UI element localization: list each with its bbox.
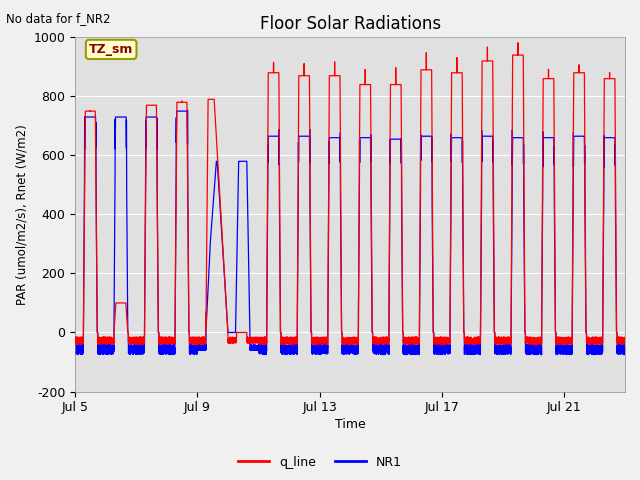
- q_line: [511, 52, 518, 58]
- NR1: [621, 350, 629, 356]
- Line: q_line: q_line: [75, 43, 625, 344]
- q_line: [514, 40, 522, 46]
- NR1: [511, 135, 518, 141]
- q_line: [621, 336, 629, 342]
- NR1: [589, 352, 597, 358]
- Text: No data for f_NR2: No data for f_NR2: [6, 12, 111, 25]
- q_line: [71, 337, 79, 343]
- q_line: [484, 58, 492, 64]
- q_line: [308, 341, 316, 347]
- NR1: [287, 351, 295, 357]
- Line: NR1: NR1: [75, 110, 625, 355]
- q_line: [505, 337, 513, 343]
- q_line: [303, 73, 310, 79]
- Text: TZ_sm: TZ_sm: [89, 43, 133, 56]
- X-axis label: Time: Time: [335, 419, 365, 432]
- Y-axis label: PAR (umol/m2/s), Rnet (W/m2): PAR (umol/m2/s), Rnet (W/m2): [15, 124, 28, 305]
- NR1: [484, 133, 492, 139]
- q_line: [525, 341, 533, 347]
- NR1: [525, 344, 533, 350]
- NR1: [505, 343, 513, 348]
- Legend: q_line, NR1: q_line, NR1: [233, 451, 407, 474]
- NR1: [71, 344, 79, 350]
- NR1: [303, 133, 310, 139]
- q_line: [287, 339, 295, 345]
- Title: Floor Solar Radiations: Floor Solar Radiations: [259, 15, 440, 33]
- NR1: [184, 107, 191, 113]
